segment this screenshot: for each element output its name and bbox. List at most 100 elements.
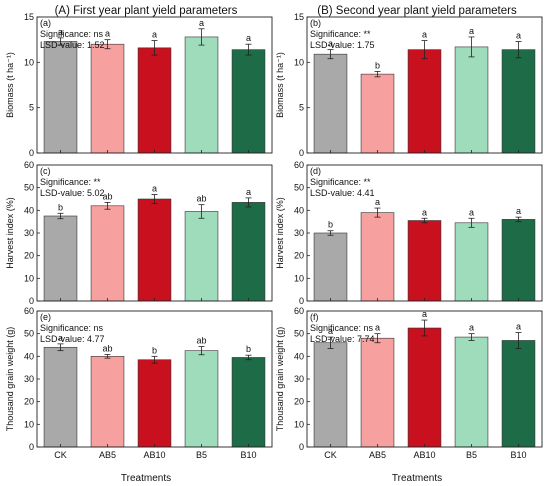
significance-text: Significance: ** bbox=[310, 29, 371, 39]
y-tick-label: 10 bbox=[294, 57, 304, 67]
bar-AB10 bbox=[137, 47, 172, 154]
y-tick-label: 40 bbox=[24, 205, 34, 215]
y-tick-label: 5 bbox=[29, 103, 34, 113]
significance-text: Significance: ** bbox=[310, 177, 371, 187]
x-axis-label-left: Treatments bbox=[121, 473, 171, 484]
bar-AB5 bbox=[360, 337, 395, 448]
significance-letter-AB5: a bbox=[375, 323, 380, 333]
significance-letter-B5: a bbox=[469, 207, 474, 217]
y-tick-label: 10 bbox=[24, 273, 34, 283]
significance-letter-AB5: a bbox=[105, 29, 110, 39]
column-title-second-year: (B) Second year plant yield parameters bbox=[317, 5, 517, 17]
bar-AB5 bbox=[90, 43, 125, 154]
x-tick-label-CK: CK bbox=[324, 450, 337, 460]
y-tick-label: 20 bbox=[294, 251, 304, 261]
bar-B5 bbox=[454, 336, 489, 448]
x-tick-label-B10: B10 bbox=[510, 450, 526, 460]
column-title-first-year: (A) First year plant yield parameters bbox=[55, 5, 238, 17]
bar-AB10 bbox=[407, 327, 442, 448]
y-tick-label: 40 bbox=[24, 351, 34, 361]
significance-letter-CK: a bbox=[328, 326, 333, 336]
significance-letter-B10: a bbox=[246, 33, 251, 43]
significance-letter-AB10: a bbox=[422, 309, 427, 319]
lsd-text: LSD-value: 7.74 bbox=[310, 334, 375, 344]
bar-CK bbox=[43, 41, 78, 154]
bar-AB10 bbox=[137, 198, 172, 302]
panel-label: (e) bbox=[40, 312, 51, 322]
panel-e: a ab b ab b 0 10 20 30 40 50 60 CK AB5 AB10 B5 B10 (e)Sig… bbox=[5, 306, 273, 460]
y-tick-label: 0 bbox=[299, 296, 304, 306]
bar-AB5 bbox=[90, 356, 125, 448]
significance-text: Significance: ns bbox=[40, 323, 104, 333]
bar-CK bbox=[43, 215, 78, 302]
significance-letter-AB5: b bbox=[375, 60, 380, 70]
bar-AB5 bbox=[360, 212, 395, 302]
significance-text: Significance: ** bbox=[40, 177, 101, 187]
significance-letter-B10: a bbox=[516, 322, 521, 332]
y-tick-label: 15 bbox=[294, 12, 304, 22]
panel-b: a b a a a 0 5 10 15 (b)Significance: **LSD-value:… bbox=[275, 12, 543, 158]
bar-B5 bbox=[184, 36, 219, 154]
y-tick-label: 20 bbox=[24, 397, 34, 407]
y-tick-label: 20 bbox=[24, 251, 34, 261]
significance-letter-B10: a bbox=[516, 206, 521, 216]
y-tick-label: 60 bbox=[294, 306, 304, 316]
y-tick-label: 30 bbox=[294, 374, 304, 384]
y-tick-label: 5 bbox=[299, 103, 304, 113]
significance-letter-B10: a bbox=[246, 187, 251, 197]
significance-letter-AB10: a bbox=[422, 30, 427, 40]
x-tick-label-B5: B5 bbox=[196, 450, 207, 460]
x-tick-label-AB5: AB5 bbox=[369, 450, 386, 460]
y-tick-label: 0 bbox=[299, 148, 304, 158]
y-tick-label: 10 bbox=[24, 419, 34, 429]
x-tick-label-AB10: AB10 bbox=[143, 450, 165, 460]
lsd-text: LSD-value: 1.52 bbox=[40, 40, 105, 50]
y-tick-label: 0 bbox=[29, 442, 34, 452]
panel-label: (b) bbox=[310, 18, 321, 28]
significance-letter-AB10: a bbox=[152, 183, 157, 193]
panel-d: b a a a a 0 10 20 30 40 50 60 (d)Significance: **LSD… bbox=[275, 160, 543, 306]
bar-CK bbox=[313, 232, 348, 302]
panel-label: (c) bbox=[40, 166, 51, 176]
significance-letter-CK: a bbox=[58, 333, 63, 343]
y-tick-label: 10 bbox=[294, 419, 304, 429]
lsd-text: LSD-value: 4.77 bbox=[40, 334, 105, 344]
lsd-text: LSD-value: 1.75 bbox=[310, 40, 375, 50]
significance-letter-B5: a bbox=[469, 323, 474, 333]
bar-CK bbox=[43, 346, 78, 448]
y-tick-label: 60 bbox=[24, 306, 34, 316]
significance-letter-B10: a bbox=[516, 30, 521, 40]
y-tick-label: 10 bbox=[24, 57, 34, 67]
significance-letter-CK: a bbox=[328, 39, 333, 49]
x-tick-label-AB10: AB10 bbox=[413, 450, 435, 460]
y-axis-label: Harvest index (%) bbox=[5, 197, 15, 269]
y-tick-label: 15 bbox=[24, 12, 34, 22]
panel-f: a a a a a 0 10 20 30 40 50 60 CK AB5 AB10 B5 B10 (f)Signi… bbox=[275, 306, 543, 460]
significance-letter-AB5: ab bbox=[102, 344, 112, 354]
significance-letter-CK: b bbox=[58, 202, 63, 212]
y-tick-label: 40 bbox=[294, 205, 304, 215]
y-axis-label: Thousand grain weight (g) bbox=[275, 327, 285, 432]
x-tick-label-AB5: AB5 bbox=[99, 450, 116, 460]
significance-text: Significance: ns bbox=[310, 323, 374, 333]
y-tick-label: 50 bbox=[24, 329, 34, 339]
panel-a: a a a a a 0 5 10 15 (a)Significance: nsLSD-value:… bbox=[5, 12, 273, 158]
significance-letter-B5: ab bbox=[196, 336, 206, 346]
x-axis-label-right: Treatments bbox=[392, 473, 442, 484]
significance-letter-B5: ab bbox=[196, 194, 206, 204]
x-tick-label-CK: CK bbox=[54, 450, 67, 460]
bar-AB10 bbox=[407, 220, 442, 302]
significance-letter-B5: a bbox=[199, 18, 204, 28]
bar-B10 bbox=[231, 357, 266, 448]
y-axis-label: Biomass (t ha⁻¹) bbox=[275, 52, 285, 118]
y-tick-label: 30 bbox=[24, 374, 34, 384]
bar-CK bbox=[313, 53, 348, 154]
y-axis-label: Biomass (t ha⁻¹) bbox=[5, 52, 15, 118]
bar-B10 bbox=[231, 202, 266, 302]
bar-B10 bbox=[231, 49, 266, 154]
significance-letter-AB10: a bbox=[152, 30, 157, 40]
bar-AB5 bbox=[360, 73, 395, 154]
y-tick-label: 20 bbox=[294, 397, 304, 407]
